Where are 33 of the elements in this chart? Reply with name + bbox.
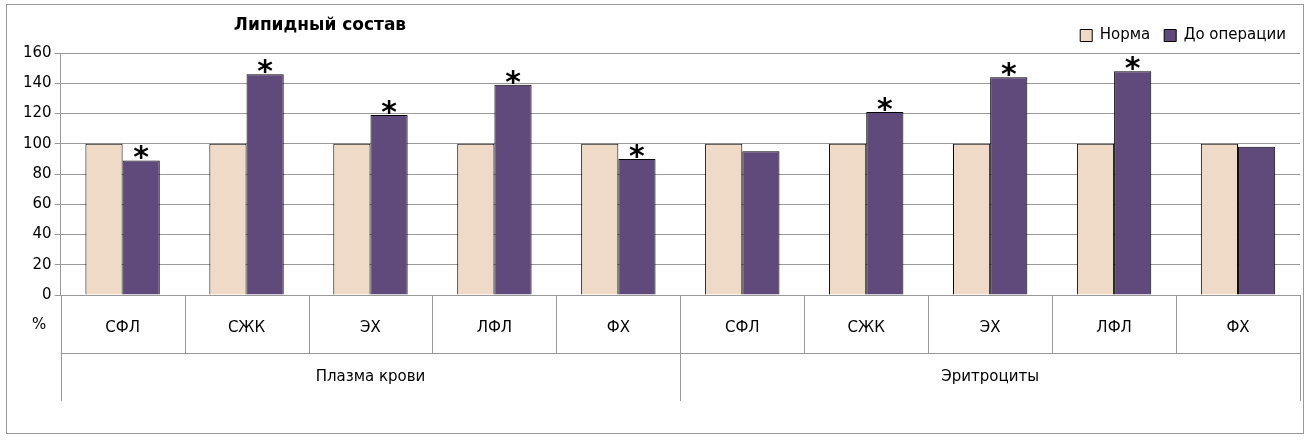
data-label: *: [1124, 49, 1141, 85]
data-label: *: [257, 52, 274, 88]
x-tick-label: ЛФЛ: [476, 317, 513, 336]
data-label: *: [381, 93, 398, 129]
x-tick-label: ФХ: [606, 317, 630, 336]
y-tick-label: 120: [22, 103, 52, 122]
legend-label: До операции: [1183, 25, 1287, 44]
x-tick-label: СФЛ: [724, 317, 760, 336]
text: Плазма крови: [315, 366, 426, 385]
y-tick-label: 140: [22, 73, 52, 92]
x-tick-label: ЭХ: [360, 317, 381, 336]
data-label: *: [505, 63, 522, 99]
data-label: *: [629, 137, 646, 173]
x-tick-label: СЖК: [847, 317, 886, 336]
x-tick-label: СФЛ: [105, 317, 140, 336]
y-tick-label: 40: [32, 224, 52, 243]
chart-title: Липидный состав: [232, 14, 408, 34]
y-tick-label: 0: [42, 284, 52, 303]
data-label: *: [1000, 56, 1017, 91]
y-tick-label: 160: [22, 42, 52, 61]
x-tick-label: ЭХ: [979, 317, 1001, 336]
legend-label: Норма: [1099, 25, 1151, 44]
x-tick-label: СЖК: [227, 317, 266, 336]
text: Эритроциты: [941, 366, 1040, 385]
data-label: *: [876, 90, 893, 126]
y-tick-label: 60: [32, 194, 52, 213]
y-tick-label: 100: [22, 133, 52, 152]
data-label: *: [133, 139, 150, 175]
y-axis-title: %: [32, 314, 47, 333]
y-tick-label: 20: [32, 254, 52, 273]
x-tick-label: ЛФЛ: [1096, 317, 1132, 336]
x-tick-label: ФХ: [1226, 317, 1250, 336]
y-tick-label: 80: [32, 163, 52, 182]
